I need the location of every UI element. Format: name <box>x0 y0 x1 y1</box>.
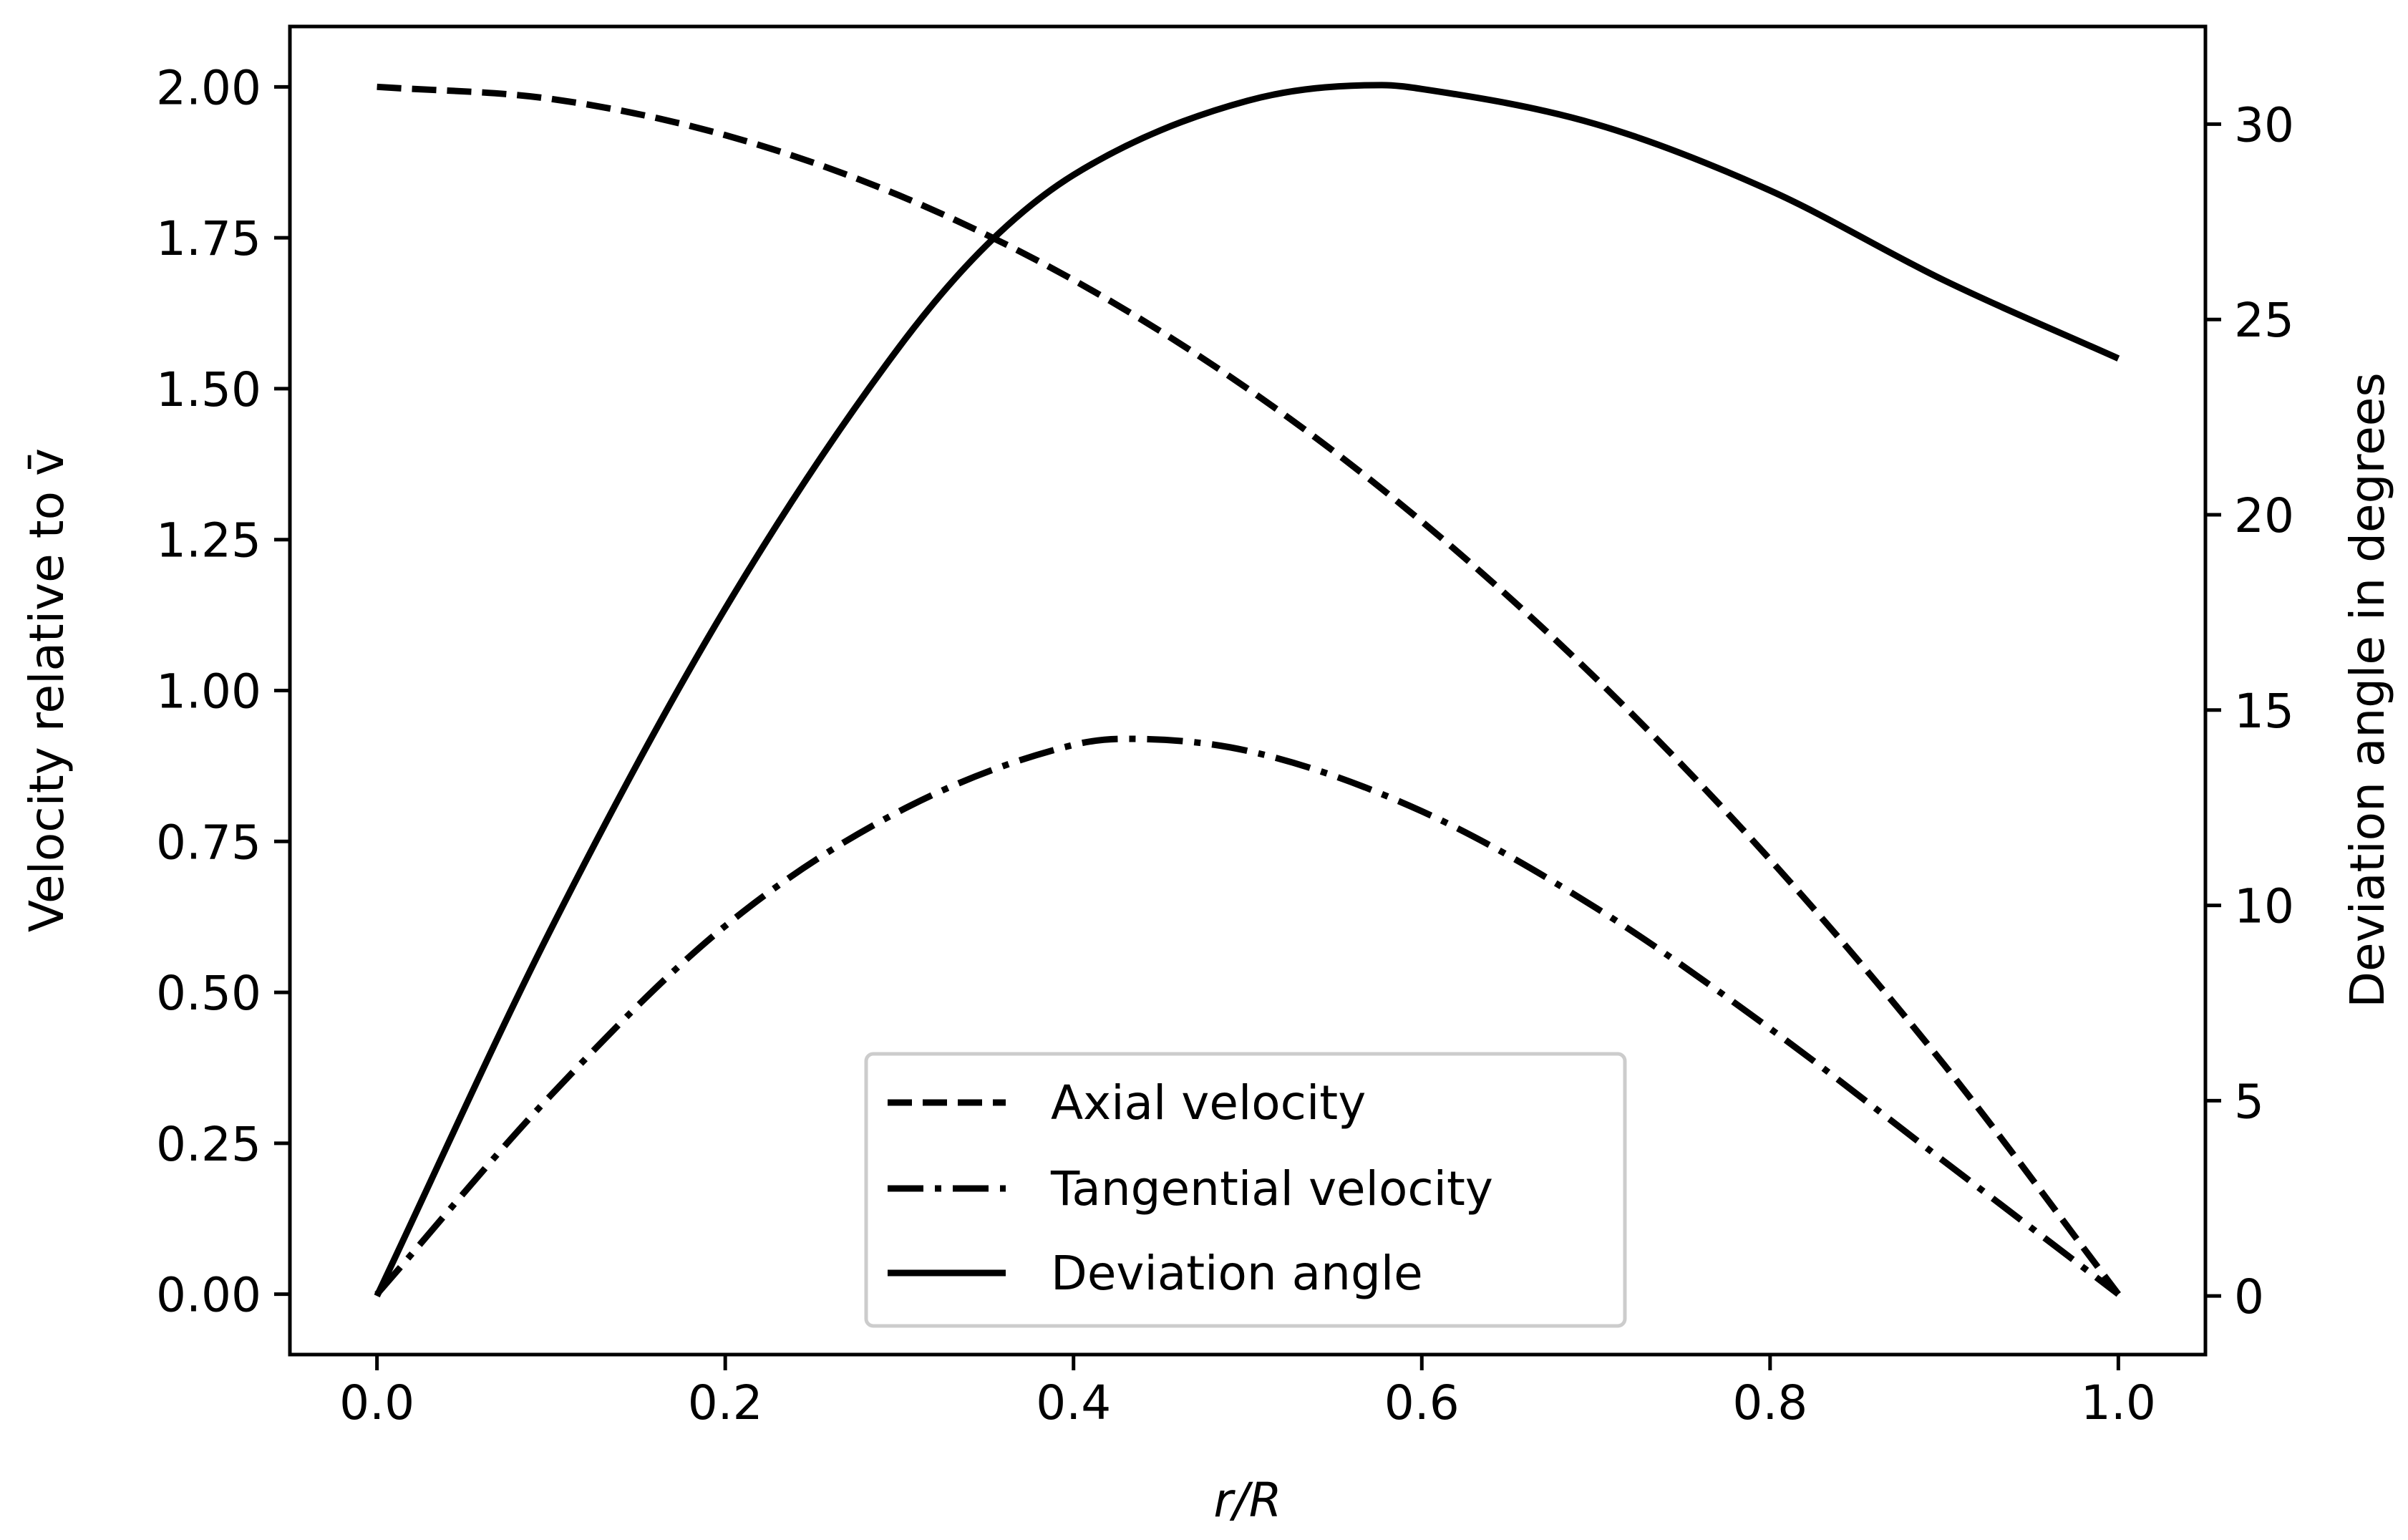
y-left-tick-label: 1.75 <box>156 211 261 266</box>
y-left-tick-label: 0.50 <box>156 966 261 1021</box>
x-axis: 0.0 0.2 0.4 0.6 0.8 1.0 <box>339 1355 2156 1430</box>
y-right-tick-label: 25 <box>2234 293 2294 348</box>
plot-lines <box>374 82 2121 1298</box>
legend-label-axial: Axial velocity <box>1051 1075 1366 1130</box>
y-left-tick-label: 1.25 <box>156 513 261 568</box>
legend-label-deviation: Deviation angle <box>1051 1246 1423 1301</box>
y-right-tick-label: 20 <box>2234 488 2294 543</box>
x-axis-label: r/R <box>1213 1473 1281 1528</box>
series-line-axial-velocity <box>377 83 2121 1297</box>
y-right-tick-label: 15 <box>2234 684 2294 739</box>
legend-box <box>864 1052 1627 1328</box>
y-right-tick-label: 30 <box>2234 97 2294 152</box>
y-axis-right: 0 5 10 15 20 25 30 <box>2205 97 2294 1325</box>
y-left-tick-label: 1.50 <box>156 362 261 417</box>
series-line-deviation-angle <box>374 82 2120 1298</box>
x-tick-label: 0.2 <box>688 1375 763 1430</box>
y-axis-label-left: Velocity relative to v̄ <box>19 448 74 932</box>
y-axis-left: 0.00 0.25 0.50 0.75 1.00 1.25 1.50 1.75 2.00 <box>156 60 290 1323</box>
x-tick-label: 0.4 <box>1036 1375 1111 1430</box>
x-tick-label: 0.6 <box>1384 1375 1460 1430</box>
x-tick-label: 0.8 <box>1732 1375 1807 1430</box>
legend: Axial velocity Tangential velocity Devia… <box>864 1052 1627 1328</box>
y-left-tick-label: 0.00 <box>156 1268 261 1323</box>
y-left-tick-label: 0.75 <box>156 815 261 870</box>
series-line-tangential-velocity <box>374 735 2121 1297</box>
y-right-tick-label: 0 <box>2234 1269 2264 1325</box>
y-left-tick-label: 0.25 <box>156 1117 261 1172</box>
y-right-tick-label: 10 <box>2234 879 2294 934</box>
x-tick-label: 1.0 <box>2081 1375 2156 1430</box>
legend-label-tangential: Tangential velocity <box>1050 1161 1493 1216</box>
y-axis-label-right: Deviation angle in degrees <box>2340 372 2395 1008</box>
y-right-tick-label: 5 <box>2234 1074 2264 1129</box>
y-left-tick-label: 2.00 <box>156 60 261 115</box>
x-tick-label: 0.0 <box>339 1375 414 1430</box>
y-left-tick-label: 1.00 <box>156 664 261 720</box>
